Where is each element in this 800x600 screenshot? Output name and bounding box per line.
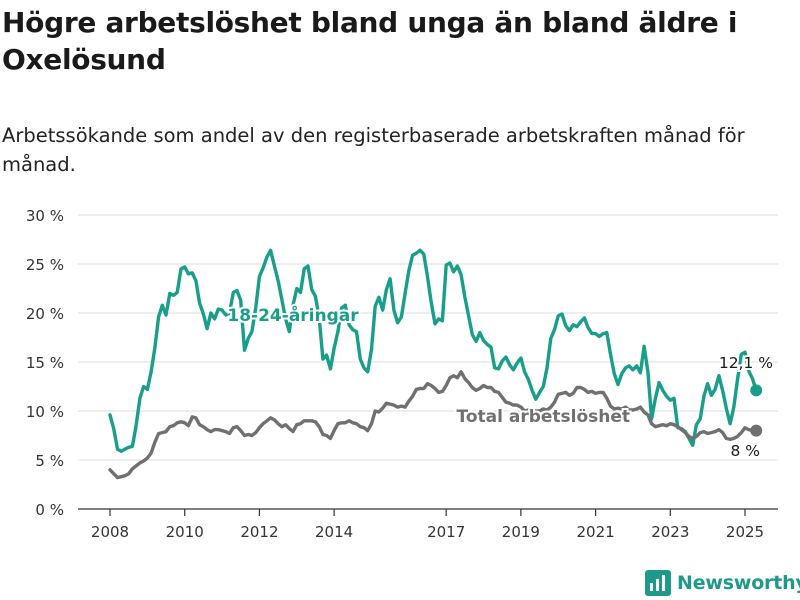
y-tick-label: 15 % <box>26 354 64 372</box>
x-tick-label: 2023 <box>651 523 689 541</box>
x-tick-label: 2010 <box>166 523 204 541</box>
series-label-total: Total arbetslöshet <box>457 407 631 427</box>
chart-title: Högre arbetslöshet bland unga än bland ä… <box>2 6 738 76</box>
y-tick-label: 10 % <box>26 403 64 421</box>
series-end-point <box>750 384 763 397</box>
y-tick-label: 25 % <box>26 256 64 274</box>
chart-subtitle: Arbetssökande som andel av den registerb… <box>2 124 745 176</box>
brand-logo: Newsworthy <box>645 566 800 600</box>
series-line-youth <box>108 248 758 453</box>
series-label-youth: 18-24-åringar <box>227 304 359 326</box>
series-end-point <box>750 424 763 437</box>
x-tick-label: 2012 <box>240 523 278 541</box>
x-tick-label: 2021 <box>576 523 614 541</box>
end-value-label-youth: 12,1 % <box>719 354 773 372</box>
series-line-total <box>108 370 758 480</box>
x-tick-label: 2014 <box>315 523 353 541</box>
y-tick-label: 30 % <box>26 207 64 225</box>
y-tick-label: 5 % <box>35 452 64 470</box>
y-tick-label: 20 % <box>26 305 64 323</box>
newsworthy-chart-icon <box>645 570 671 596</box>
x-tick-label: 2017 <box>427 523 465 541</box>
x-tick-label: 2019 <box>502 523 540 541</box>
x-tick-label: 2025 <box>726 523 764 541</box>
brand-name: Newsworthy <box>677 572 800 594</box>
end-value-label-total: 8 % <box>730 442 760 460</box>
y-tick-label: 0 % <box>35 501 64 519</box>
x-tick-label: 2008 <box>91 523 129 541</box>
